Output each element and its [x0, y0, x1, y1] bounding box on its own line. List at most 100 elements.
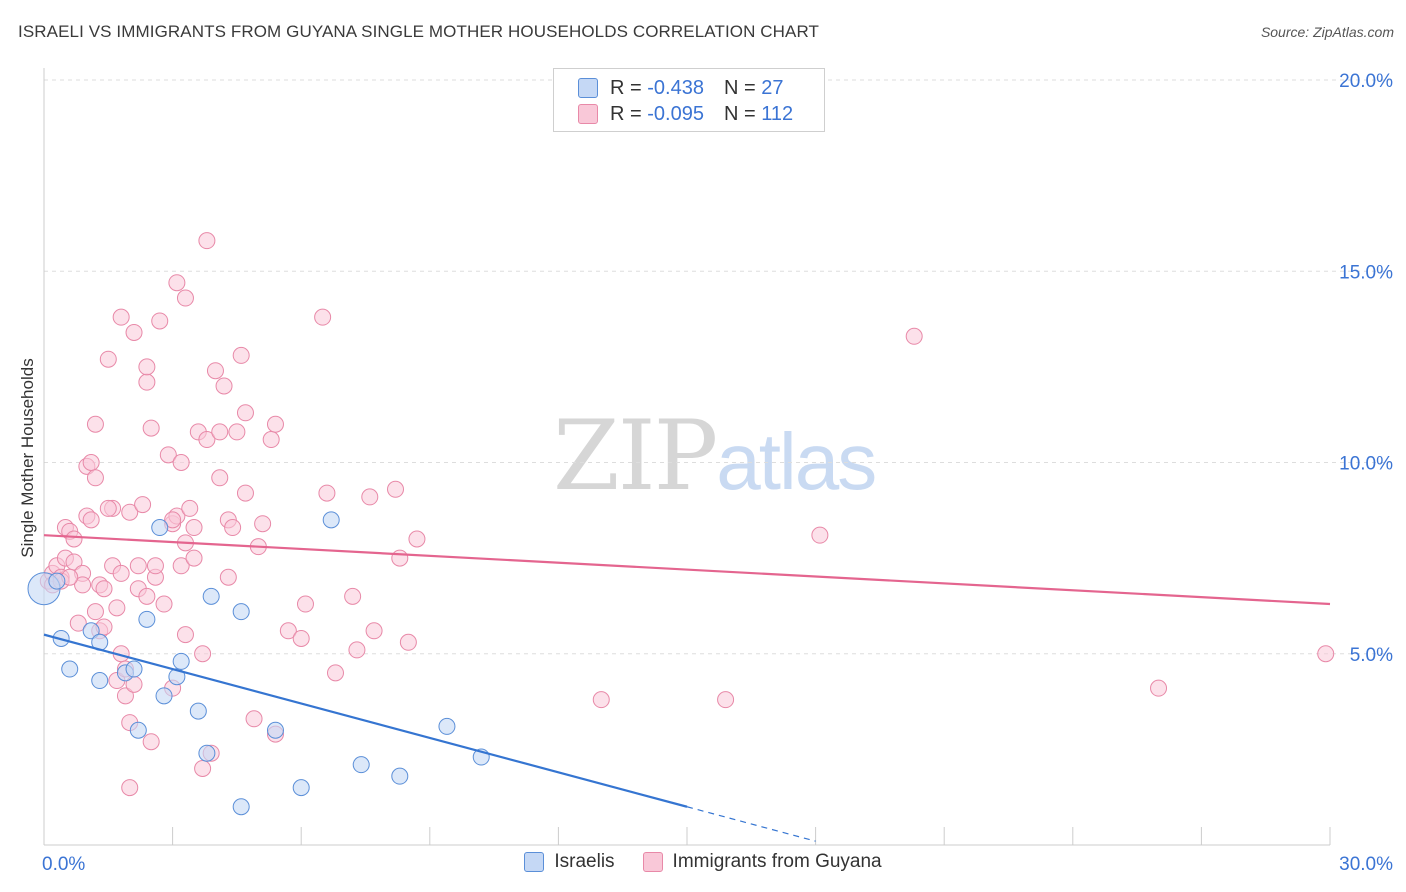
guyana-point	[159, 446, 177, 464]
watermark-atlas: atlas	[716, 417, 877, 506]
r-label: R =	[610, 102, 642, 125]
trend-lines	[43, 534, 1331, 842]
stats-legend: R = -0.438 N = 27 R = -0.095 N = 112	[553, 68, 825, 132]
n-value: 112	[761, 102, 794, 125]
guyana-point	[344, 587, 362, 605]
guyana-point	[146, 557, 164, 575]
y-tick-label: 5.0%	[1350, 645, 1393, 666]
guyana-point	[172, 557, 190, 575]
guyana-point	[198, 431, 216, 449]
israelis-swatch	[578, 78, 598, 98]
israelis-point	[292, 779, 310, 797]
guyana-point	[74, 576, 92, 594]
guyana-point	[292, 629, 310, 647]
legend-item-guyana[interactable]: Immigrants from Guyana	[642, 851, 882, 873]
guyana-point	[142, 419, 160, 437]
guyana-point	[361, 488, 379, 506]
stats-row-israelis: R = -0.438 N = 27	[578, 76, 783, 100]
guyana-point	[99, 350, 117, 368]
watermark: ZIPatlas	[553, 400, 877, 512]
guyana-point	[314, 308, 332, 326]
guyana-point	[717, 691, 735, 709]
chart-title: ISRAELI VS IMMIGRANTS FROM GUYANA SINGLE…	[18, 22, 820, 41]
israelis-point	[322, 511, 340, 529]
guyana-point	[236, 484, 254, 502]
guyana-point	[905, 327, 923, 345]
guyana-point	[69, 614, 87, 632]
legend-label: Israelis	[554, 851, 615, 872]
israelis-trend-extension	[686, 806, 816, 842]
israelis-point	[91, 672, 109, 690]
israelis-point	[151, 519, 169, 537]
israelis-point	[232, 798, 250, 816]
n-label: N =	[723, 76, 756, 99]
source-label: Source: ZipAtlas.com	[1260, 24, 1394, 40]
series-legend: Israelis Immigrants from Guyana	[0, 851, 1406, 873]
guyana-point	[86, 469, 104, 487]
guyana-point	[206, 362, 224, 380]
guyana-point	[194, 645, 212, 663]
guyana-point	[138, 587, 156, 605]
guyana-point	[138, 373, 156, 391]
axes	[43, 68, 1331, 846]
guyana-point	[168, 274, 186, 292]
guyana-point	[112, 308, 130, 326]
n-value: 27	[761, 76, 784, 99]
guyana-point	[176, 289, 194, 307]
legend-item-israelis[interactable]: Israelis	[524, 851, 615, 873]
series-israelis-points	[27, 511, 490, 816]
guyana-point	[348, 641, 366, 659]
guyana-point	[232, 346, 250, 364]
guyana-point	[365, 622, 383, 640]
israelis-point	[61, 660, 79, 678]
israelis-swatch	[524, 852, 545, 872]
guyana-point	[211, 423, 229, 441]
israelis-point	[82, 622, 100, 640]
guyana-point	[185, 519, 203, 537]
guyana-point	[387, 480, 405, 498]
guyana-point	[399, 633, 417, 651]
israelis-point	[391, 767, 409, 785]
guyana-point	[86, 415, 104, 433]
series-guyana-points	[39, 232, 1335, 797]
guyana-point	[181, 499, 199, 517]
r-value: -0.095	[647, 102, 704, 125]
guyana-point	[215, 377, 233, 395]
guyana-point	[326, 664, 344, 682]
guyana-point	[1317, 645, 1335, 663]
guyana-swatch	[642, 852, 663, 872]
guyana-point	[176, 626, 194, 644]
y-tick-label: 15.0%	[1339, 262, 1393, 283]
israelis-point	[438, 717, 456, 735]
guyana-point	[138, 358, 156, 376]
guyana-point	[198, 232, 216, 250]
guyana-point	[82, 511, 100, 529]
guyana-point	[112, 564, 130, 582]
israelis-point	[189, 702, 207, 720]
x-tick-label: 30.0%	[1339, 854, 1393, 875]
guyana-point	[1150, 679, 1168, 697]
guyana-point	[262, 431, 280, 449]
guyana-point	[121, 503, 139, 521]
israelis-point	[129, 721, 147, 739]
guyana-trend-line	[43, 534, 1331, 606]
guyana-point	[811, 526, 829, 544]
israelis-trend-line	[43, 633, 688, 808]
y-tick-label: 10.0%	[1339, 454, 1393, 475]
guyana-point	[279, 622, 297, 640]
guyana-point	[99, 499, 117, 517]
guyana-point	[296, 595, 314, 613]
guyana-point	[142, 733, 160, 751]
guyana-point	[86, 603, 104, 621]
stats-row-guyana: R = -0.095 N = 112	[578, 102, 793, 126]
tick-labels: 5.0% 10.0% 15.0% 20.0% 0.0% 30.0%	[42, 71, 1393, 875]
israelis-point	[138, 610, 156, 628]
guyana-point	[194, 760, 212, 777]
israelis-point	[266, 721, 284, 739]
israelis-point	[172, 652, 190, 670]
guyana-swatch	[578, 104, 598, 124]
guyana-point	[236, 404, 254, 422]
guyana-point	[245, 710, 263, 728]
guyana-point	[219, 568, 237, 586]
